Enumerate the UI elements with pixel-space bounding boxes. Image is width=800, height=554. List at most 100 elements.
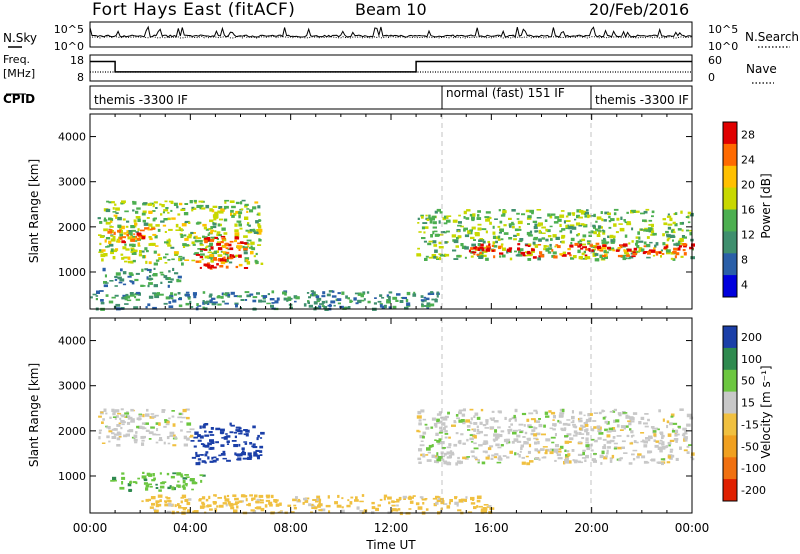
power-cell — [124, 303, 129, 305]
velocity-cell — [145, 413, 150, 417]
power-cell — [567, 252, 571, 255]
power-cell — [249, 293, 254, 296]
power-cell — [170, 209, 173, 212]
velocity-cell — [205, 498, 209, 502]
velocity-cell — [606, 449, 609, 453]
velocity-cell — [160, 482, 165, 485]
velocity-cell — [660, 458, 665, 461]
power-cell — [234, 236, 239, 238]
velocity-cell — [514, 408, 518, 413]
velocity-cell — [255, 449, 260, 452]
power-cell — [249, 209, 254, 213]
power-cell — [672, 221, 676, 225]
power-cell — [210, 226, 213, 230]
power-cell — [210, 259, 214, 263]
velocity-cell — [435, 461, 439, 464]
power-cell — [526, 217, 532, 220]
power-cell — [223, 218, 228, 222]
velocity-cell — [204, 453, 208, 457]
velocity-cell — [604, 420, 608, 424]
velocity-cell — [571, 415, 575, 420]
velocity-cell — [466, 425, 471, 428]
power-cell — [180, 234, 183, 237]
velocity-cell — [148, 431, 154, 435]
power-cell — [578, 216, 583, 219]
velocity-cell — [456, 460, 461, 464]
velocity-cell — [336, 504, 342, 508]
velocity-cell — [180, 420, 183, 423]
power-cell — [307, 300, 310, 303]
power-cell — [132, 209, 135, 212]
velocity-cell — [355, 496, 358, 500]
power-cell — [110, 250, 114, 255]
velocity-cell — [180, 429, 183, 432]
power-cell — [99, 242, 102, 246]
velocity-cell — [433, 422, 438, 427]
velocity-cell — [583, 414, 586, 417]
velocity-cell — [474, 456, 478, 460]
power-cell — [216, 242, 221, 246]
velocity-cell — [417, 506, 423, 510]
power-cell — [679, 222, 684, 225]
power-cell — [425, 297, 430, 301]
power-cell — [546, 229, 551, 233]
power-cell — [430, 217, 435, 221]
velocity-cell — [485, 456, 490, 460]
power-cell — [196, 237, 202, 240]
power-cell — [196, 303, 199, 306]
power-cell — [99, 221, 103, 224]
power-cell — [126, 295, 131, 299]
power-cell — [637, 231, 640, 235]
power-cell — [587, 214, 592, 217]
velocity-cell — [151, 415, 155, 418]
power-cell — [199, 249, 203, 253]
velocity-cell — [168, 417, 171, 420]
power-cell — [638, 250, 641, 252]
velocity-cell — [493, 439, 496, 443]
velocity-colorbar-swatch — [723, 435, 737, 458]
power-cell — [433, 244, 438, 247]
velocity-cell — [593, 412, 598, 414]
velocity-cell — [229, 504, 234, 507]
velocity-cell — [422, 502, 425, 505]
power-cell — [677, 228, 682, 231]
power-cell — [178, 297, 182, 301]
power-cell — [204, 239, 208, 244]
power-cell — [135, 236, 138, 239]
power-cell — [672, 231, 676, 234]
time-tick-label: 12:00 — [374, 521, 409, 535]
velocity-cell — [450, 453, 455, 456]
velocity-cell — [233, 431, 238, 434]
power-cell — [600, 211, 603, 214]
power-cell — [594, 228, 599, 231]
velocity-cell — [118, 436, 122, 438]
power-cell — [136, 232, 142, 235]
power-cell — [436, 208, 441, 212]
velocity-cell — [441, 458, 445, 461]
power-cell — [258, 225, 262, 229]
velocity-cell — [116, 424, 121, 427]
power-cell — [405, 298, 409, 303]
velocity-cell — [553, 450, 558, 453]
time-tick-label: 00:00 — [73, 521, 108, 535]
power-cell — [509, 225, 512, 228]
power-cell — [238, 211, 243, 215]
power-cell — [135, 210, 139, 214]
power-cell — [607, 235, 610, 238]
power-cell — [218, 234, 222, 237]
power-cell — [330, 300, 336, 304]
power-cell — [667, 226, 672, 230]
velocity-cell — [141, 439, 145, 442]
power-cell — [155, 245, 159, 247]
velocity-cell — [150, 413, 155, 415]
velocity-cell — [490, 457, 494, 460]
power-cell — [149, 228, 153, 231]
velocity-cell — [127, 483, 132, 487]
velocity-cell — [527, 450, 531, 454]
power-cell — [152, 233, 157, 236]
velocity-cell — [654, 444, 659, 448]
y-tick-label: 3000 — [58, 380, 86, 393]
velocity-cell — [609, 440, 615, 443]
velocity-cell — [559, 445, 564, 449]
velocity-cell — [169, 434, 174, 437]
